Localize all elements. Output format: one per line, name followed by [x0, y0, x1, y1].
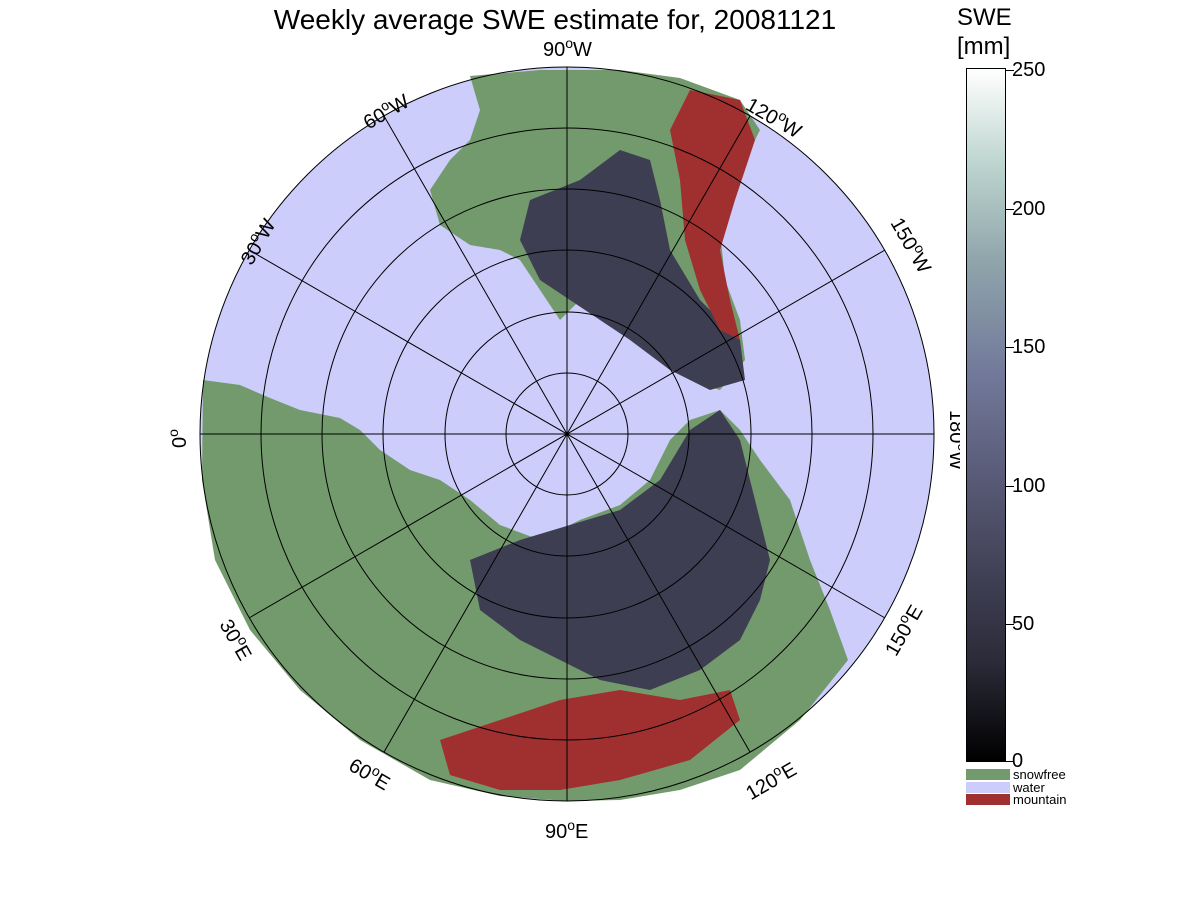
label-60e: 60oE — [345, 751, 396, 795]
mountain-rockies — [670, 90, 755, 340]
legend-swatch-mountain — [966, 794, 1010, 805]
label-180w: 180oW — [945, 410, 960, 470]
snow-canada — [520, 150, 745, 390]
mountain-central-asia — [440, 690, 740, 790]
colorbar — [966, 68, 1006, 762]
label-0: 0o — [165, 429, 191, 448]
colorbar-tick-label: 50 — [1012, 613, 1035, 635]
label-120e: 120oE — [740, 755, 800, 805]
colorbar-tick — [1006, 486, 1014, 487]
colorbar-tick-label: 100 — [1012, 475, 1046, 497]
graticule — [199, 66, 935, 802]
colorbar-tick — [1006, 209, 1014, 210]
colorbar-tick-label: 250 — [1012, 59, 1046, 81]
colorbar-title: SWE — [957, 4, 1012, 31]
snow-siberia — [470, 410, 770, 690]
label-90e: 90oE — [545, 817, 588, 843]
colorbar-tick — [1006, 624, 1014, 625]
colorbar-tick-label: 200 — [1012, 198, 1046, 220]
colorbar-tick — [1006, 761, 1014, 762]
colorbar-tick-label: 150 — [1012, 336, 1046, 358]
legend-swatch-water — [966, 782, 1010, 793]
label-90w: 90oW — [543, 35, 592, 61]
colorbar-tick — [1006, 347, 1014, 348]
legend-label-mountain: mountain — [1013, 792, 1067, 807]
map-title: Weekly average SWE estimate for, 2008112… — [273, 4, 837, 35]
colorbar-tick-label: 0 — [1012, 750, 1024, 772]
colorbar-unit: [mm] — [957, 33, 1011, 60]
legend-label-water: water — [1013, 780, 1045, 795]
polar-swe-map: 90oW 120oW 150oW 180oW 150oE 120oE 90oE … — [165, 35, 960, 843]
colorbar-tick — [1006, 70, 1014, 71]
legend-label-snowfree: snowfree — [1013, 767, 1066, 782]
legend-swatch-snowfree — [966, 769, 1010, 780]
